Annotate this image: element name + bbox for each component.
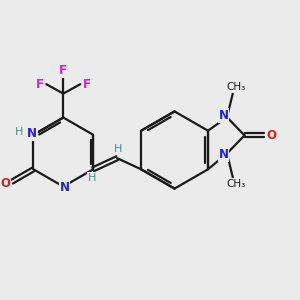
Text: H: H (15, 127, 24, 137)
Text: O: O (1, 177, 10, 190)
Text: N: N (218, 148, 229, 161)
Text: F: F (36, 78, 44, 91)
Text: N: N (27, 127, 37, 140)
Text: CH₃: CH₃ (226, 82, 245, 92)
Text: N: N (218, 109, 229, 122)
Text: F: F (59, 64, 67, 77)
Text: CH₃: CH₃ (226, 179, 245, 189)
Text: F: F (83, 78, 91, 91)
Text: H: H (88, 173, 96, 183)
Text: O: O (266, 129, 276, 142)
Text: H: H (114, 144, 122, 154)
Text: N: N (59, 181, 70, 194)
